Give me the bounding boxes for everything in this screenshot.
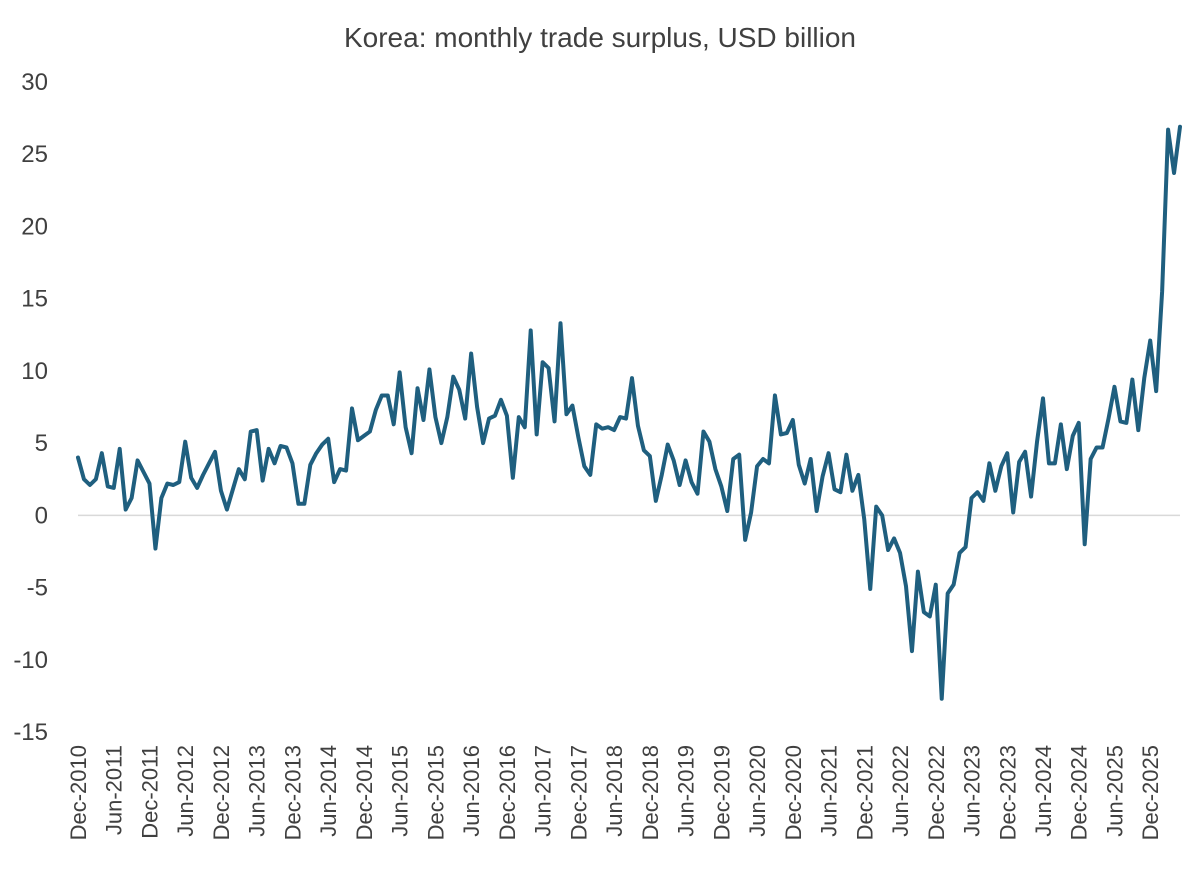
x-tick-label: Dec-2020 — [781, 745, 806, 840]
x-tick-label: Jun-2016 — [459, 745, 484, 837]
x-axis-tick-labels: Dec-2010 Jun-2011 Dec-2011 Jun-2012 Dec-2012… — [66, 745, 1163, 840]
x-tick-label: Dec-2011 — [137, 745, 162, 839]
y-tick-label: 30 — [21, 69, 48, 96]
y-tick-label: 10 — [21, 358, 48, 385]
y-axis-tick-labels: 30 25 20 15 10 5 0 -5 -10 -15 — [13, 69, 48, 746]
x-tick-label: Dec-2019 — [709, 745, 734, 840]
x-tick-label: Jun-2015 — [388, 745, 413, 837]
x-tick-label: Dec-2018 — [638, 745, 663, 840]
chart-title: Korea: monthly trade surplus, USD billio… — [344, 22, 856, 53]
y-tick-label: -5 — [27, 575, 48, 602]
y-tick-label: 15 — [21, 286, 48, 313]
x-tick-label: Dec-2021 — [852, 745, 877, 840]
x-tick-label: Dec-2017 — [566, 745, 591, 840]
y-tick-label: 0 — [35, 502, 48, 529]
y-tick-label: -15 — [13, 719, 48, 746]
y-tick-label: 25 — [21, 141, 48, 168]
y-tick-label: -10 — [13, 647, 48, 674]
x-tick-label: Jun-2019 — [674, 745, 699, 837]
x-tick-label: Jun-2025 — [1102, 745, 1127, 837]
x-tick-label: Dec-2025 — [1138, 745, 1163, 840]
x-tick-label: Dec-2016 — [495, 745, 520, 840]
y-tick-label: 5 — [35, 430, 48, 457]
series-line — [76, 124, 1182, 701]
x-tick-label: Dec-2010 — [66, 745, 91, 840]
x-tick-label: Jun-2014 — [316, 745, 341, 837]
x-tick-label: Jun-2021 — [817, 745, 842, 837]
x-tick-label: Jun-2023 — [960, 745, 985, 837]
x-tick-label: Jun-2012 — [173, 745, 198, 837]
x-tick-label: Jun-2017 — [531, 745, 556, 837]
y-tick-label: 20 — [21, 213, 48, 240]
x-tick-label: Dec-2013 — [280, 745, 305, 840]
x-tick-label: Jun-2022 — [888, 745, 913, 837]
x-tick-label: Dec-2022 — [924, 745, 949, 840]
x-tick-label: Jun-2013 — [245, 745, 270, 837]
x-tick-label: Jun-2018 — [602, 745, 627, 837]
x-tick-label: Dec-2015 — [423, 745, 448, 840]
x-tick-label: Dec-2023 — [995, 745, 1020, 840]
x-tick-label: Dec-2014 — [352, 745, 377, 840]
x-tick-label: Dec-2024 — [1067, 745, 1092, 840]
x-tick-label: Jun-2011 — [102, 745, 127, 835]
x-tick-label: Jun-2024 — [1031, 745, 1056, 837]
x-tick-label: Jun-2020 — [745, 745, 770, 837]
x-tick-label: Dec-2012 — [209, 745, 234, 840]
